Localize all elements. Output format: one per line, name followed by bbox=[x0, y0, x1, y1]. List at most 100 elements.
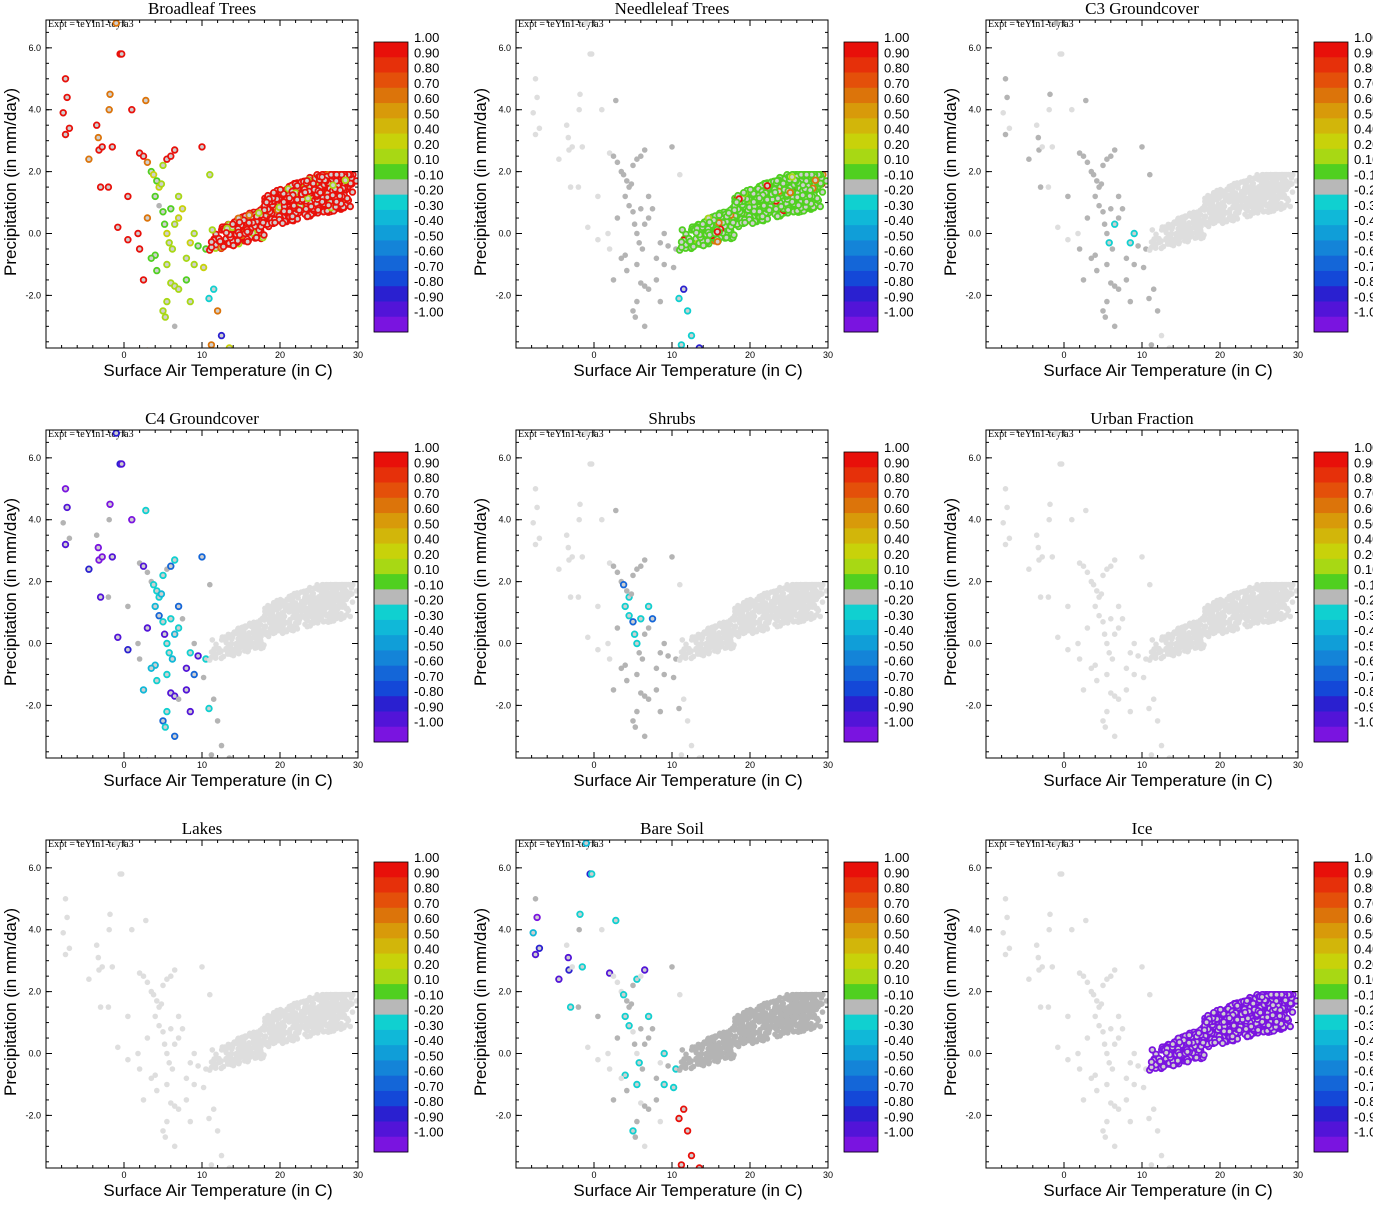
data-point bbox=[619, 666, 625, 672]
y-tick-label: 2.0 bbox=[968, 167, 981, 177]
data-point bbox=[294, 197, 300, 203]
data-point bbox=[1104, 231, 1110, 237]
data-point bbox=[145, 215, 151, 221]
data-point bbox=[113, 430, 119, 436]
data-point bbox=[829, 590, 835, 596]
data-point bbox=[775, 196, 781, 202]
data-point bbox=[1299, 180, 1305, 186]
data-point bbox=[1081, 277, 1087, 283]
data-point bbox=[734, 610, 740, 616]
colorbar-label: 0.90 bbox=[1354, 45, 1373, 60]
data-point bbox=[1120, 616, 1126, 622]
data-point bbox=[707, 220, 713, 226]
data-point bbox=[1116, 696, 1122, 702]
data-point bbox=[751, 619, 757, 625]
data-point bbox=[661, 231, 667, 237]
data-point bbox=[580, 144, 586, 150]
data-point bbox=[589, 461, 595, 467]
data-point bbox=[676, 706, 682, 712]
data-point bbox=[96, 135, 102, 141]
data-point bbox=[245, 229, 251, 235]
data-point bbox=[319, 609, 325, 615]
x-tick-label: 0 bbox=[121, 760, 126, 770]
data-point bbox=[681, 286, 687, 292]
data-point bbox=[129, 517, 135, 523]
data-point bbox=[724, 645, 730, 651]
data-point bbox=[135, 231, 141, 237]
data-point bbox=[613, 98, 619, 104]
data-point bbox=[1268, 172, 1274, 178]
data-point bbox=[642, 557, 648, 563]
colorbar-swatch bbox=[844, 317, 878, 333]
data-point bbox=[1283, 178, 1289, 184]
data-point bbox=[1047, 92, 1053, 98]
data-point bbox=[261, 232, 267, 238]
data-point bbox=[680, 637, 686, 643]
data-point bbox=[796, 203, 802, 209]
data-point bbox=[1146, 296, 1152, 302]
data-point bbox=[807, 597, 813, 603]
x-tick-label: 20 bbox=[275, 760, 285, 770]
data-point bbox=[1110, 656, 1116, 662]
data-point bbox=[195, 243, 201, 249]
data-point bbox=[530, 110, 536, 116]
colorbar-swatch bbox=[844, 666, 878, 682]
data-point bbox=[160, 619, 166, 625]
data-point bbox=[605, 641, 611, 647]
y-tick-label: 6.0 bbox=[28, 43, 41, 53]
data-point bbox=[172, 147, 178, 153]
data-point bbox=[775, 606, 781, 612]
data-point bbox=[700, 221, 706, 227]
data-point bbox=[633, 724, 639, 730]
colorbar-label: 1.00 bbox=[884, 30, 909, 45]
data-point bbox=[1034, 122, 1040, 128]
data-point bbox=[260, 220, 266, 226]
data-point bbox=[1112, 631, 1118, 637]
data-point bbox=[770, 607, 776, 613]
data-point bbox=[595, 647, 601, 653]
data-point bbox=[1196, 210, 1202, 216]
data-point bbox=[337, 187, 343, 193]
data-point bbox=[210, 637, 216, 643]
data-point bbox=[287, 195, 293, 201]
data-point bbox=[1116, 625, 1122, 631]
data-point bbox=[237, 642, 243, 648]
data-point bbox=[665, 653, 671, 659]
data-point bbox=[1235, 183, 1241, 189]
data-point bbox=[287, 605, 293, 611]
data-point bbox=[1100, 573, 1106, 579]
x-tick-label: 30 bbox=[823, 760, 833, 770]
data-point bbox=[1039, 144, 1045, 150]
colorbar-label: 0.70 bbox=[1354, 76, 1373, 91]
data-point bbox=[1102, 631, 1108, 637]
data-point bbox=[1124, 687, 1130, 693]
data-point bbox=[564, 122, 570, 128]
data-point bbox=[1053, 20, 1059, 26]
data-point bbox=[599, 107, 605, 113]
colorbar-swatch bbox=[844, 559, 878, 575]
data-point bbox=[1124, 277, 1130, 283]
colorbar-label: -0.30 bbox=[884, 608, 914, 623]
data-point bbox=[732, 617, 738, 623]
data-point bbox=[804, 172, 810, 178]
data-point bbox=[1100, 718, 1106, 724]
data-point bbox=[689, 333, 695, 339]
data-point bbox=[1131, 672, 1137, 678]
data-point bbox=[661, 672, 667, 678]
data-point bbox=[1094, 268, 1100, 274]
colorbar-swatch bbox=[374, 727, 408, 743]
colorbar-swatch bbox=[1314, 286, 1348, 302]
colorbar-swatch bbox=[844, 73, 878, 89]
data-point bbox=[813, 178, 819, 184]
data-point bbox=[626, 613, 632, 619]
data-point bbox=[691, 244, 697, 250]
data-point bbox=[615, 570, 621, 576]
data-point bbox=[632, 631, 638, 637]
data-point bbox=[149, 666, 155, 672]
data-point bbox=[271, 600, 277, 606]
data-point bbox=[311, 181, 317, 187]
data-point bbox=[700, 631, 706, 637]
data-point bbox=[658, 240, 664, 246]
